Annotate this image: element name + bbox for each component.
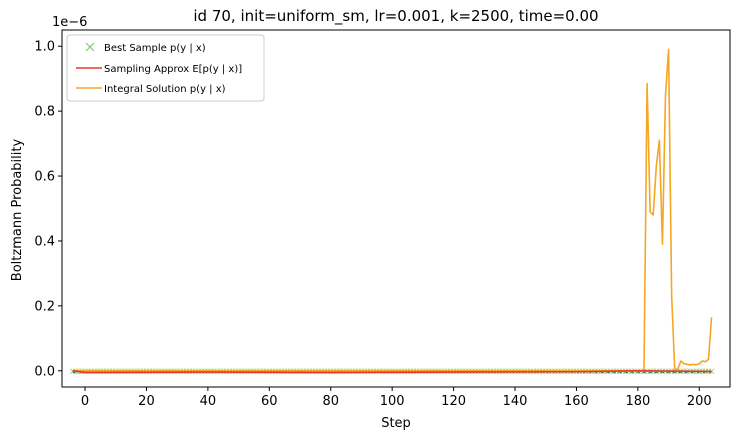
y-axis-label: Boltzmann Probability	[10, 139, 25, 282]
x-axis-label: Step	[381, 416, 411, 431]
x-tick-label: 120	[441, 394, 466, 409]
y-tick-label: 0.8	[34, 105, 55, 120]
x-tick-label: 100	[380, 394, 405, 409]
x-tick-label: 180	[625, 394, 650, 409]
y-tick-label: 1.0	[34, 40, 55, 55]
x-tick-label: 160	[564, 394, 589, 409]
x-tick-label: 200	[687, 394, 712, 409]
y-offset-label: 1e−6	[52, 15, 87, 30]
plot-area	[69, 48, 715, 375]
legend-label-best-sample: Best Sample p(y | x)	[104, 43, 206, 54]
y-tick-label: 0.4	[34, 234, 55, 249]
chart-title: id 70, init=uniform_sm, lr=0.001, k=2500…	[193, 7, 598, 26]
x-tick-label: 0	[81, 394, 89, 409]
legend-label-sampling-approx: Sampling Approx E[p(y | x)]	[104, 64, 242, 75]
x-tick-label: 40	[200, 394, 217, 409]
y-tick-label: 0.2	[34, 299, 55, 314]
axis-ticks: 0 20 40 60 80 100 120 140 160 180 200 0.0 0.2 0.4 0.6 0…	[34, 40, 711, 409]
x-tick-label: 60	[261, 394, 278, 409]
legend-label-integral-solution: Integral Solution p(y | x)	[104, 84, 226, 95]
legend-box	[66, 34, 265, 102]
x-tick-label: 140	[503, 394, 528, 409]
y-tick-label: 0.6	[34, 170, 55, 185]
series-sampling-approx-line	[72, 369, 712, 374]
series-integral-solution-line	[72, 48, 713, 372]
axes-frame	[61, 29, 731, 388]
x-tick-label: 20	[138, 394, 155, 409]
best-sample-marker	[708, 368, 715, 375]
x-tick-label: 80	[322, 394, 339, 409]
legend-marker-best-sample	[85, 42, 95, 52]
y-tick-label: 0.0	[34, 364, 55, 379]
legend: Best Sample p(y | x) Sampling Approx E[p…	[66, 34, 265, 102]
